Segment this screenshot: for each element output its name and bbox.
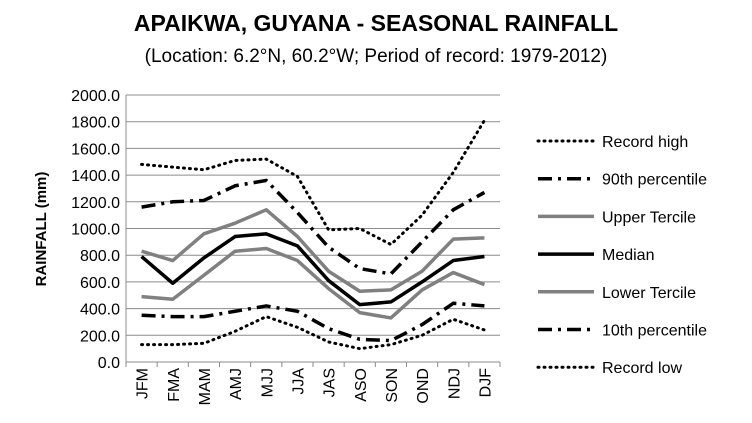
y-tick-label: 1800.0: [71, 115, 120, 132]
x-tick-label: SON: [384, 368, 401, 403]
x-tick-label: JJA: [290, 368, 307, 395]
legend-item: Record low: [536, 360, 682, 377]
chart-title: APAIKWA, GUYANA - SEASONAL RAINFALL: [134, 10, 618, 36]
series-line: [140, 315, 486, 351]
x-tick-label: AMJ: [228, 368, 245, 400]
series-median: [140, 232, 485, 307]
y-tick-label: 1400.0: [71, 168, 120, 185]
legend-label: Record high: [602, 134, 688, 151]
y-tick-label: 200.0: [80, 328, 120, 345]
y-tick-label: 1600.0: [71, 141, 120, 158]
x-tick-label: OND: [415, 368, 432, 404]
legend-label: Median: [602, 247, 654, 264]
legend-item: Median: [538, 247, 654, 264]
series-line: [141, 208, 485, 293]
chart-subtitle: (Location: 6.2°N, 60.2°W; Period of reco…: [145, 46, 608, 67]
series-90th-percentile: [141, 178, 486, 276]
y-axis-label: RAINFALL (mm): [33, 172, 50, 287]
series-line: [140, 232, 485, 307]
legend-label: Record low: [602, 360, 682, 377]
x-tick-label: MJJ: [259, 368, 276, 397]
x-tick-label: JFM: [135, 368, 152, 399]
x-tick-label: DJF: [477, 368, 494, 398]
legend-item: Lower Tercile: [538, 285, 696, 302]
legend-label: Lower Tercile: [602, 285, 696, 302]
series-record-low: [140, 315, 486, 351]
y-tick-label: 800.0: [80, 248, 120, 265]
x-tick-label: MAM: [197, 368, 214, 405]
legend-item: 90th percentile: [538, 172, 707, 189]
x-tick-label: JAS: [322, 368, 339, 397]
legend: Record high 90th percentile Upper Tercile M…: [536, 134, 707, 377]
x-tick-label: FMA: [166, 368, 183, 402]
series-line: [140, 118, 486, 247]
y-tick-label: 600.0: [80, 275, 120, 292]
axis-layer: 0.0 200.0 400.0 600.0 800.0 1000.0 1200.0 1400.…: [71, 88, 501, 405]
legend-item: 10th percentile: [538, 323, 707, 340]
y-tick-label: 2000.0: [71, 88, 120, 105]
series-lower-tercile: [141, 246, 486, 320]
y-tick-label: 1200.0: [71, 195, 120, 212]
y-tick-label: 0.0: [98, 355, 120, 372]
legend-label: 90th percentile: [602, 172, 707, 189]
legend-item: Record high: [536, 134, 688, 151]
legend-label: Upper Tercile: [602, 209, 696, 226]
grid-layer: [126, 94, 500, 336]
legend-item: Upper Tercile: [538, 209, 696, 226]
x-tick-label: NDJ: [446, 368, 463, 399]
series-line: [141, 178, 486, 276]
x-tick-label: ASO: [353, 368, 370, 402]
series-upper-tercile: [141, 208, 485, 293]
legend-label: 10th percentile: [602, 323, 707, 340]
series-line: [141, 246, 486, 320]
series-record-high: [140, 118, 486, 247]
y-tick-label: 1000.0: [71, 222, 120, 239]
series-line: [141, 301, 485, 343]
y-tick-label: 400.0: [80, 302, 120, 319]
series-10th-percentile: [141, 301, 485, 343]
series-layer: [140, 118, 486, 351]
